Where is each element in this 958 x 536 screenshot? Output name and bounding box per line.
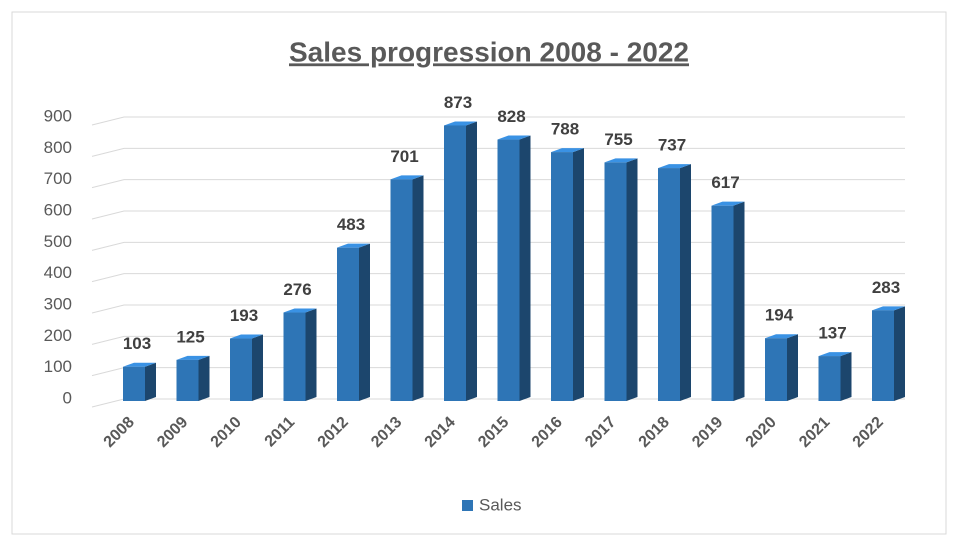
bar-side bbox=[466, 121, 477, 402]
bar-top bbox=[551, 148, 584, 153]
bar-top bbox=[176, 355, 210, 360]
y-tick-label: 600 bbox=[44, 200, 72, 219]
bar-top bbox=[390, 175, 424, 180]
chart-title: Sales progression 2008 - 2022 bbox=[289, 36, 689, 67]
data-label: 617 bbox=[711, 173, 739, 192]
bar-top bbox=[444, 121, 477, 126]
y-tick-label: 700 bbox=[44, 169, 72, 188]
bar bbox=[765, 338, 787, 401]
data-label: 483 bbox=[337, 215, 365, 234]
data-label: 873 bbox=[444, 93, 472, 112]
bar-top bbox=[230, 334, 263, 339]
y-tick-label: 200 bbox=[44, 326, 72, 345]
bar bbox=[176, 359, 199, 401]
legend-label: Sales bbox=[479, 495, 522, 514]
data-label: 701 bbox=[390, 147, 418, 166]
bar bbox=[283, 312, 306, 401]
legend-swatch bbox=[462, 500, 473, 511]
bar bbox=[337, 247, 359, 401]
data-label: 103 bbox=[123, 334, 151, 353]
bar bbox=[604, 162, 627, 401]
bar-top bbox=[604, 158, 638, 163]
bar-side bbox=[840, 352, 852, 401]
bar-side bbox=[626, 158, 638, 401]
bar bbox=[711, 205, 734, 401]
grid-line bbox=[91, 304, 905, 314]
bar bbox=[444, 125, 466, 402]
bar-side bbox=[680, 164, 691, 401]
bar-top bbox=[337, 243, 370, 248]
bar-top bbox=[818, 352, 852, 357]
grid-line bbox=[91, 273, 905, 283]
grid-line bbox=[91, 241, 905, 251]
data-label: 276 bbox=[283, 280, 311, 299]
bar-top bbox=[658, 164, 691, 169]
bar bbox=[872, 310, 894, 401]
bar bbox=[497, 139, 520, 401]
data-label: 193 bbox=[230, 306, 258, 325]
bar-top bbox=[283, 308, 317, 313]
data-label: 788 bbox=[551, 120, 579, 139]
bar-side bbox=[145, 362, 156, 401]
bar-side bbox=[787, 334, 798, 401]
bar-top bbox=[711, 201, 745, 206]
data-label: 828 bbox=[497, 107, 525, 126]
bar bbox=[230, 338, 252, 401]
bar-top bbox=[123, 362, 156, 367]
y-tick-label: 900 bbox=[44, 106, 72, 125]
bar-side bbox=[573, 148, 584, 401]
bar-side bbox=[894, 306, 905, 401]
y-tick-label: 400 bbox=[44, 263, 72, 282]
bar bbox=[551, 152, 573, 401]
y-tick-label: 500 bbox=[44, 232, 72, 251]
grid-line bbox=[91, 147, 905, 157]
data-label: 755 bbox=[604, 130, 632, 149]
bar-side bbox=[305, 308, 317, 401]
bar-side bbox=[733, 201, 745, 401]
bar-side bbox=[359, 243, 370, 401]
y-tick-label: 300 bbox=[44, 294, 72, 313]
bar-top bbox=[497, 135, 531, 140]
bar-side bbox=[412, 175, 424, 401]
bar-side bbox=[252, 334, 263, 401]
grid-line bbox=[91, 179, 905, 189]
grid-line bbox=[91, 210, 905, 220]
y-tick-label: 0 bbox=[63, 388, 72, 407]
bar bbox=[818, 356, 841, 401]
grid-line bbox=[91, 335, 905, 345]
data-label: 137 bbox=[818, 324, 846, 343]
bar-top bbox=[765, 334, 798, 339]
data-label: 283 bbox=[872, 278, 900, 297]
y-tick-label: 100 bbox=[44, 357, 72, 376]
chart-border bbox=[11, 11, 947, 535]
grid-line bbox=[91, 116, 905, 126]
bar-top bbox=[872, 306, 905, 311]
data-label: 125 bbox=[176, 327, 204, 346]
y-tick-label: 800 bbox=[44, 138, 72, 157]
bar bbox=[390, 179, 413, 401]
bar-side bbox=[198, 355, 210, 401]
bar bbox=[658, 168, 680, 401]
data-label: 194 bbox=[765, 306, 794, 325]
data-label: 737 bbox=[658, 136, 686, 155]
bar bbox=[123, 366, 145, 401]
bar-side bbox=[519, 135, 531, 401]
